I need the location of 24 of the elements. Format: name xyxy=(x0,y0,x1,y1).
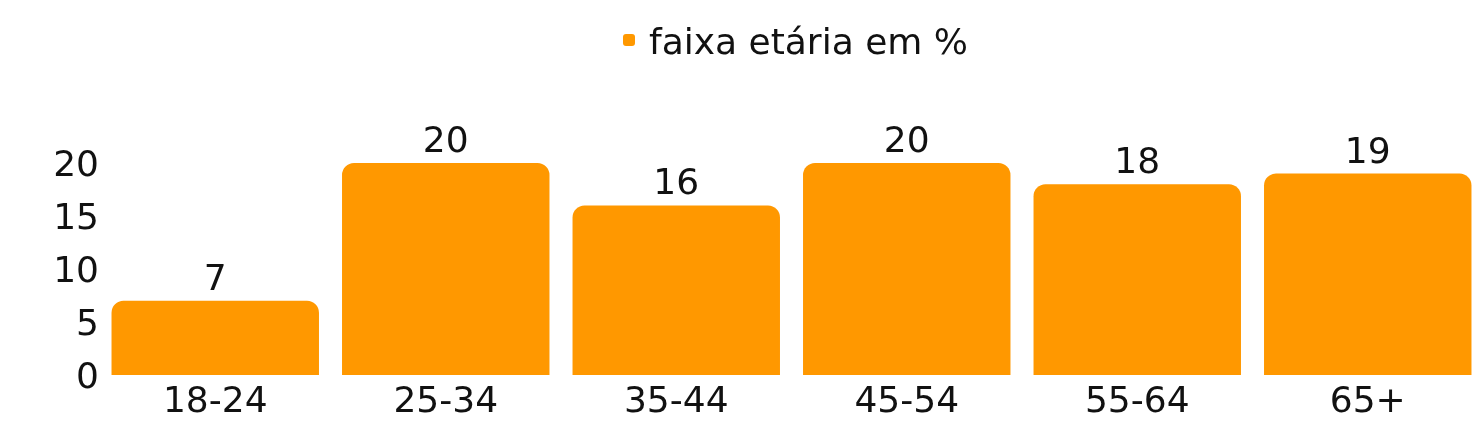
data-label: 16 xyxy=(653,161,700,203)
y-tick-label: 0 xyxy=(76,354,99,396)
x-tick-label: 35-44 xyxy=(623,379,729,420)
data-label: 20 xyxy=(422,119,469,160)
x-tick-label: 45-54 xyxy=(854,379,960,420)
data-label: 18 xyxy=(1114,140,1161,182)
x-tick-label: 18-24 xyxy=(162,379,268,420)
x-tick-label: 25-34 xyxy=(393,379,499,420)
y-tick-label: 5 xyxy=(76,301,99,343)
data-label: 20 xyxy=(883,119,930,160)
x-tick-label: 65+ xyxy=(1329,379,1406,420)
x-tick-label: 55-64 xyxy=(1084,379,1190,420)
bar xyxy=(342,163,550,375)
bar xyxy=(1033,184,1241,375)
y-tick-label: 20 xyxy=(53,142,99,184)
data-label: 7 xyxy=(203,256,227,298)
bar xyxy=(572,205,780,375)
bar xyxy=(803,163,1011,375)
bar xyxy=(1264,173,1472,375)
bar xyxy=(111,300,319,375)
y-tick-label: 10 xyxy=(53,248,99,290)
legend-label: faixa etária em % xyxy=(649,20,969,62)
y-tick-label: 15 xyxy=(53,195,99,237)
data-label: 19 xyxy=(1344,129,1391,171)
